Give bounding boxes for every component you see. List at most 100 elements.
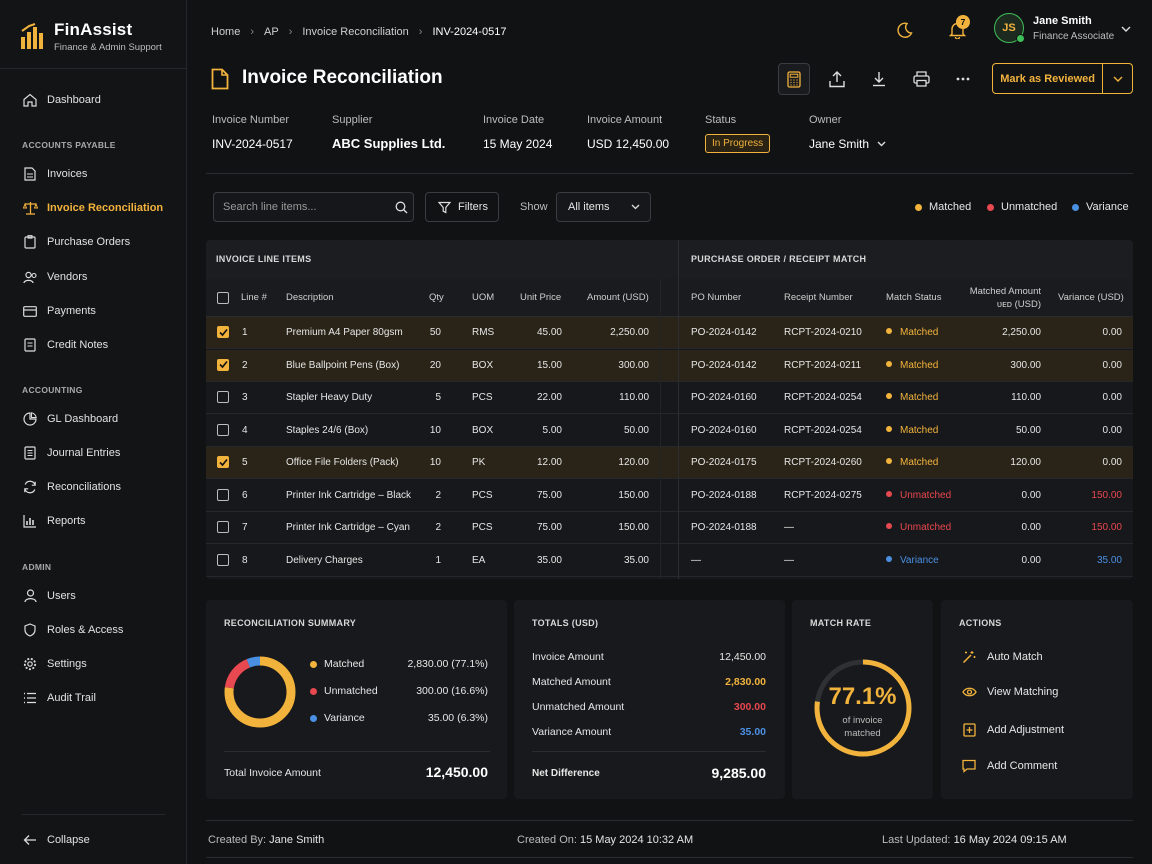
- search-field[interactable]: [213, 192, 414, 222]
- print-button[interactable]: [905, 63, 937, 95]
- sidebar-item-users[interactable]: Users: [0, 581, 186, 611]
- add-comment-button[interactable]: Add Comment: [961, 759, 1057, 773]
- row-checkbox[interactable]: [217, 358, 229, 371]
- notifications-button[interactable]: 7: [946, 15, 970, 41]
- cell-uom: PCS: [472, 522, 493, 533]
- col-matched-amount-line1: Matched Amount: [969, 286, 1041, 297]
- cell-receipt: RCPT-2024-0260: [784, 457, 862, 468]
- cell-qty: 1: [435, 554, 441, 566]
- cell-po: PO-2024-0175: [691, 457, 757, 468]
- row-checkbox[interactable]: [217, 553, 229, 566]
- search-input[interactable]: [223, 201, 383, 213]
- cell-amount: 120.00: [618, 457, 649, 468]
- cell-line: 1: [242, 327, 248, 338]
- mark-reviewed-button[interactable]: Mark as Reviewed: [992, 63, 1133, 94]
- export-button[interactable]: [821, 63, 853, 95]
- avatar[interactable]: JS: [994, 13, 1025, 43]
- table-row[interactable]: 4 Staples 24/6 (Box) 10 BOX 5.00 50.00 PO-2024…: [206, 415, 1133, 447]
- sidebar-item-vendors[interactable]: Vendors: [0, 262, 186, 292]
- sidebar-item-settings[interactable]: Settings: [0, 649, 186, 679]
- breadcrumb-current: INV-2024-0517: [432, 26, 507, 38]
- cell-variance: 0.00: [1102, 359, 1122, 371]
- match-rate-gauge: [814, 659, 912, 757]
- table-row[interactable]: 8 Delivery Charges 1 EA 35.00 35.00 — — 0.00 35.0…: [206, 545, 1133, 577]
- legend-label: Unmatched: [1001, 201, 1058, 213]
- breadcrumb-ap[interactable]: AP: [264, 26, 279, 38]
- cell-receipt: RCPT-2024-0254: [784, 392, 862, 403]
- col-uom: UOM: [472, 292, 495, 303]
- more-options-button[interactable]: [947, 63, 979, 95]
- view-matching-button[interactable]: View Matching: [961, 686, 1058, 698]
- table-row[interactable]: 1 Premium A4 Paper 80gsm 50 RMS 45.00 2,250.0…: [206, 317, 1133, 349]
- sidebar-item-dashboard[interactable]: Dashboard: [0, 85, 186, 115]
- calculator-icon: [787, 70, 801, 88]
- user-name[interactable]: Jane Smith: [1033, 15, 1092, 27]
- filters-button[interactable]: Filters: [425, 192, 499, 222]
- show-select[interactable]: All items: [556, 192, 651, 222]
- cell-receipt: —: [784, 522, 794, 533]
- sidebar-item-reports[interactable]: Reports: [0, 506, 186, 536]
- breadcrumb-invoice-reconciliation[interactable]: Invoice Reconciliation: [302, 26, 409, 38]
- download-button[interactable]: [863, 63, 895, 95]
- receipt-icon: [22, 337, 38, 353]
- match-status: Unmatched: [886, 490, 951, 501]
- add-adjustment-button[interactable]: Add Adjustment: [961, 723, 1064, 737]
- group-po-receipt-match: PURCHASE ORDER / RECEIPT MATCH: [691, 254, 867, 264]
- row-checkbox[interactable]: [217, 456, 229, 468]
- donut-slice-variance: [224, 656, 296, 728]
- sidebar-item-credit-notes[interactable]: Credit Notes: [0, 330, 186, 360]
- sidebar-item-journal-entries[interactable]: Journal Entries: [0, 438, 186, 468]
- owner-select[interactable]: Jane Smith: [809, 137, 886, 151]
- legend-dot: [1072, 203, 1079, 211]
- sidebar-item-payments[interactable]: Payments: [0, 296, 186, 326]
- match-status-label: Matched: [900, 457, 939, 468]
- sidebar-item-gl-dashboard[interactable]: GL Dashboard: [0, 404, 186, 434]
- row-checkbox[interactable]: [217, 488, 229, 501]
- cell-matched: 0.00: [1021, 489, 1041, 501]
- sidebar-item-invoice-reconciliation[interactable]: Invoice Reconciliation: [0, 193, 186, 223]
- cell-desc: Stapler Heavy Duty: [286, 392, 373, 403]
- cell-uom: PCS: [472, 489, 493, 501]
- sidebar-item-purchase-orders[interactable]: Purchase Orders: [0, 227, 186, 257]
- row-checkbox[interactable]: [217, 423, 229, 436]
- cell-variance: 0.00: [1102, 327, 1122, 338]
- cell-price: 15.00: [536, 359, 562, 371]
- breadcrumb-home[interactable]: Home: [211, 26, 241, 38]
- table-row[interactable]: 6 Printer Ink Cartridge – Black 2 PCS 75.00 1…: [206, 480, 1133, 512]
- col-line: Line #: [241, 292, 267, 303]
- status-dot: [886, 328, 892, 334]
- cell-amount: 50.00: [623, 424, 649, 436]
- cell-price: 12.00: [536, 457, 562, 468]
- table-row[interactable]: 7 Printer Ink Cartridge – Cyan 2 PCS 75.00 15…: [206, 512, 1133, 544]
- user-menu-button[interactable]: [1120, 22, 1132, 36]
- cell-receipt: RCPT-2024-0275: [784, 489, 862, 501]
- table-row[interactable]: 5 Office File Folders (Pack) 10 PK 12.00 120.…: [206, 447, 1133, 479]
- sidebar-item-label: Roles & Access: [47, 624, 124, 636]
- cell-uom: BOX: [472, 359, 494, 371]
- row-checkbox[interactable]: [217, 326, 229, 338]
- auto-match-button[interactable]: Auto Match: [961, 650, 1043, 664]
- summary-item-label: Unmatched: [324, 685, 378, 697]
- legend-dot: [310, 687, 317, 695]
- row-checkbox[interactable]: [217, 521, 229, 533]
- table-row[interactable]: 2 Blue Ballpoint Pens (Box) 20 BOX 15.00 300.…: [206, 349, 1133, 382]
- cell-qty: 20: [429, 359, 441, 371]
- select-all-checkbox[interactable]: [217, 292, 229, 304]
- theme-toggle-button[interactable]: [893, 19, 915, 41]
- auto-match-label: Auto Match: [987, 651, 1043, 663]
- row-checkbox[interactable]: [217, 391, 229, 403]
- status-dot: [886, 490, 892, 497]
- col-amount: Amount (USD): [587, 292, 649, 303]
- sidebar-item-roles-access[interactable]: Roles & Access: [0, 615, 186, 645]
- cell-matched: 0.00: [1021, 554, 1041, 566]
- sidebar-item-invoices[interactable]: Invoices: [0, 159, 186, 189]
- sidebar-item-reconciliations[interactable]: Reconciliations: [0, 472, 186, 502]
- table-row[interactable]: 3 Stapler Heavy Duty 5 PCS 22.00 110.00 PO-202…: [206, 382, 1133, 414]
- calculator-button[interactable]: [778, 63, 810, 95]
- cell-line: 8: [242, 554, 248, 566]
- sidebar-item-audit-trail[interactable]: Audit Trail: [0, 683, 186, 713]
- nav-section-accounting: ACCOUNTING: [22, 385, 83, 395]
- collapse-button[interactable]: Collapse: [0, 825, 186, 855]
- cell-line: 3: [242, 392, 248, 403]
- mark-reviewed-dropdown[interactable]: [1102, 64, 1132, 93]
